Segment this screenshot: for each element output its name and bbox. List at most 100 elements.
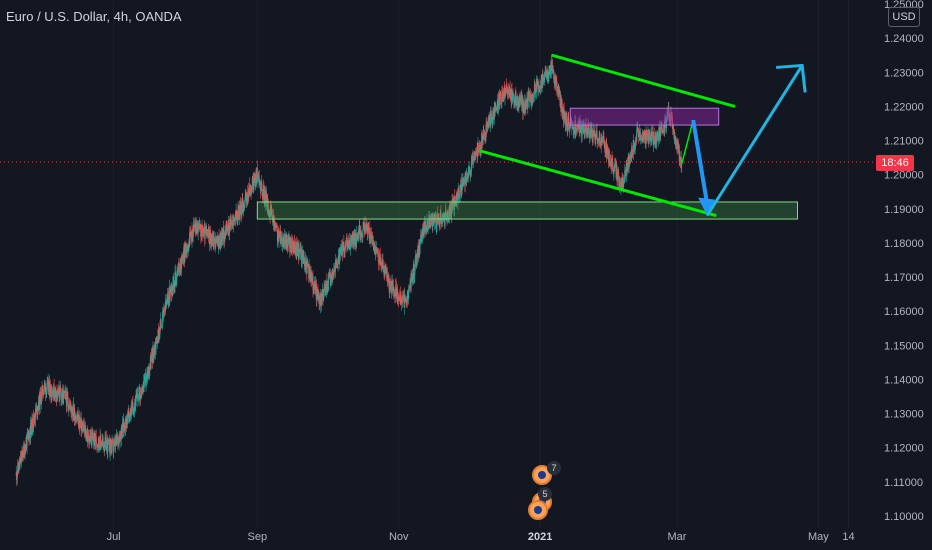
candle-body (599, 140, 601, 146)
candle-body (666, 117, 668, 128)
candle-body (243, 205, 245, 207)
candle-body (541, 81, 543, 86)
candle-body (671, 116, 673, 118)
last-price-label: 18:46 (876, 155, 914, 171)
price-axis[interactable]: 1.25000 1.24000 1.23000 1.22000 1.21000 1.200… (884, 0, 924, 523)
candle-body (58, 387, 60, 398)
candle-body (276, 230, 278, 241)
candle-body (152, 348, 154, 363)
candle-body (21, 450, 23, 457)
candle-body (560, 100, 562, 112)
candle-body (94, 433, 96, 440)
candle-body (309, 277, 311, 280)
candle-body (21, 456, 23, 461)
candle-body (676, 140, 678, 150)
candle-body (484, 137, 486, 141)
candle-body (215, 244, 217, 248)
candle-body (539, 88, 541, 91)
candle-body (55, 389, 57, 396)
candle-body (466, 172, 468, 178)
candle-body (302, 256, 304, 258)
candle-body (108, 439, 110, 443)
candle-body (504, 86, 506, 99)
candle-body (283, 241, 285, 243)
candle-body (638, 133, 640, 137)
event-count-badge: 7 (547, 461, 561, 475)
candle-body (331, 275, 333, 280)
candle-body (479, 144, 481, 151)
candle-body (652, 131, 654, 138)
candle-body (230, 217, 232, 224)
candle-body (53, 384, 55, 397)
candle-body (261, 184, 263, 193)
candle-body (409, 282, 411, 289)
drawings-layer[interactable] (256, 53, 807, 220)
candle-body (299, 248, 301, 258)
candle-body (333, 270, 335, 276)
candle-body (210, 232, 212, 245)
candle-body (269, 207, 271, 217)
candle-body (568, 119, 570, 126)
time-axis[interactable]: Jul Sep Nov 2021 Mar May 14 (107, 531, 855, 543)
candle-body (576, 128, 578, 129)
candle-body (268, 211, 270, 216)
candle-body (221, 232, 223, 238)
candle-body (312, 286, 314, 291)
candle-body (244, 199, 246, 207)
currency-button[interactable]: USD (888, 7, 920, 27)
candle-body (666, 116, 668, 117)
candle-body (138, 386, 140, 400)
candle-body (197, 225, 199, 234)
candle-body (21, 450, 23, 454)
candle-body (465, 177, 467, 179)
candle-body (265, 193, 267, 207)
event-icon[interactable] (528, 500, 548, 520)
candle-body (229, 223, 231, 234)
candle-body (63, 391, 65, 400)
candle-body (95, 435, 97, 444)
candle-body (288, 240, 290, 245)
candle-body (125, 417, 127, 420)
candle-body (544, 74, 546, 77)
candle-body (443, 216, 445, 219)
candle-body (517, 103, 519, 105)
price-tick-label: 1.18000 (884, 238, 924, 250)
candle-body (124, 429, 126, 431)
candle-body (291, 241, 293, 242)
candle-body (56, 394, 58, 400)
candle-body (633, 140, 635, 146)
candle-body (40, 393, 42, 404)
candle-body (133, 411, 135, 412)
candle-body (319, 296, 321, 300)
price-tick-label: 1.23000 (884, 67, 924, 79)
candle-body (610, 161, 612, 167)
candle-body (207, 231, 209, 237)
candle-body (548, 69, 550, 77)
candle-body (630, 155, 632, 159)
candle-body (654, 140, 656, 145)
candle-body (646, 138, 648, 140)
candle-body (601, 141, 603, 143)
candle-body (80, 417, 82, 431)
candle-body (624, 170, 626, 178)
candle-body (368, 226, 370, 231)
candle-body (377, 249, 379, 262)
candle-body (428, 216, 430, 220)
candle-body (16, 472, 18, 480)
candle-body (98, 444, 100, 446)
candle-body (155, 337, 157, 344)
candle-body (606, 154, 608, 156)
candle-body (203, 227, 205, 234)
candle-body (457, 189, 459, 203)
candle-body (656, 138, 658, 143)
candle-body (40, 392, 42, 394)
candle-body (345, 240, 347, 246)
candle-body (500, 93, 502, 105)
candle-body (376, 247, 378, 250)
candle-body (274, 226, 276, 229)
candle-body (637, 127, 639, 133)
candle-body (87, 431, 89, 441)
candle-body (660, 126, 662, 136)
resistance-zone (569, 107, 720, 126)
